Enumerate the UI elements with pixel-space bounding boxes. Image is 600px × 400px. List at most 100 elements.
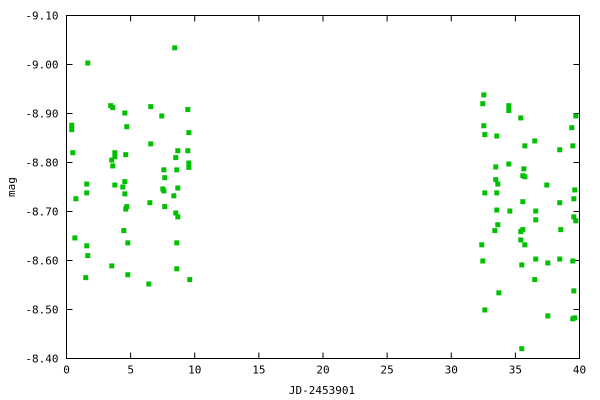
x-tick-label: 20: [316, 364, 329, 377]
data-point: [109, 157, 115, 163]
data-point: [112, 182, 118, 188]
ticks-layer: 0 5 10 15 20 25 30 35 40 -9.10 -9.00 -8.90 -8.80 -8.7…: [25, 10, 586, 377]
data-point: [570, 258, 576, 264]
data-point: [518, 115, 524, 121]
data-point: [85, 253, 91, 259]
data-point: [174, 167, 180, 173]
data-point: [148, 141, 154, 147]
data-point: [110, 105, 116, 111]
data-point: [124, 124, 130, 130]
data-point: [520, 199, 526, 205]
data-point: [522, 143, 528, 149]
data-point: [495, 181, 501, 187]
data-point: [175, 214, 181, 220]
data-point: [480, 101, 486, 107]
data-point: [533, 208, 539, 214]
data-point: [482, 132, 488, 138]
data-point: [518, 229, 524, 235]
data-point: [162, 204, 168, 210]
y-tick-label: -8.80: [25, 157, 58, 170]
data-point: [496, 290, 502, 296]
data-point: [557, 147, 563, 153]
data-point: [112, 150, 118, 156]
data-point: [479, 242, 485, 248]
data-point: [519, 346, 525, 352]
data-point: [84, 181, 90, 187]
data-point: [532, 277, 538, 283]
data-point: [482, 190, 488, 196]
data-point: [162, 175, 168, 181]
data-point: [123, 206, 129, 212]
data-point: [533, 217, 539, 223]
data-point: [558, 227, 564, 233]
data-point: [69, 127, 75, 133]
data-point: [187, 277, 193, 283]
data-point: [571, 196, 577, 202]
data-point: [85, 60, 91, 66]
data-point: [570, 143, 576, 149]
data-point: [494, 133, 500, 139]
data-point: [122, 110, 128, 116]
data-point: [173, 210, 179, 216]
data-point: [148, 104, 154, 110]
data-point: [123, 152, 129, 158]
y-tick-label: -8.70: [25, 206, 58, 219]
y-tick-label: -8.60: [25, 255, 58, 268]
data-point: [122, 191, 128, 197]
data-point: [480, 258, 486, 264]
y-tick-label: -9.00: [25, 59, 58, 72]
data-point: [186, 164, 192, 170]
data-point: [557, 256, 563, 262]
y-tick-label: -9.10: [25, 10, 58, 23]
data-point: [506, 108, 512, 114]
data-point: [481, 123, 487, 129]
data-point: [545, 313, 551, 319]
x-tick-label: 5: [127, 364, 134, 377]
data-point: [122, 179, 128, 185]
data-point: [545, 260, 551, 266]
data-point: [572, 187, 578, 193]
data-point: [171, 193, 177, 199]
data-point: [495, 222, 501, 228]
x-axis-title: JD-2453901: [289, 384, 355, 397]
x-tick-label: 25: [381, 364, 394, 377]
data-point: [112, 154, 118, 160]
data-point: [146, 281, 152, 287]
data-point: [569, 125, 575, 131]
x-tick-label: 15: [252, 364, 265, 377]
data-point: [161, 188, 167, 194]
data-point: [73, 196, 79, 202]
data-point: [147, 200, 153, 206]
data-point: [522, 174, 528, 180]
x-tick-label: 30: [445, 364, 458, 377]
data-point: [186, 130, 192, 136]
data-point: [72, 235, 78, 241]
plot-frame: [66, 15, 580, 359]
data-point: [173, 155, 179, 161]
data-point: [506, 103, 512, 109]
data-point: [121, 228, 127, 234]
data-point: [174, 266, 180, 272]
data-point: [507, 208, 513, 214]
data-point: [533, 256, 539, 262]
data-point: [159, 113, 165, 119]
data-point: [506, 161, 512, 167]
data-point: [571, 288, 577, 294]
points-layer: [69, 45, 579, 352]
data-point: [481, 92, 487, 98]
data-point: [482, 307, 488, 313]
data-point: [492, 228, 498, 234]
data-point: [544, 182, 550, 188]
data-point: [571, 214, 577, 220]
y-tick-label: -8.40: [25, 353, 58, 366]
data-point: [83, 275, 89, 281]
data-point: [573, 218, 579, 224]
data-point: [120, 184, 126, 190]
data-point: [172, 45, 178, 51]
data-point: [494, 207, 500, 213]
x-tick-label: 35: [509, 364, 522, 377]
data-point: [110, 163, 116, 169]
data-point: [161, 167, 167, 173]
x-tick-label: 40: [573, 364, 586, 377]
